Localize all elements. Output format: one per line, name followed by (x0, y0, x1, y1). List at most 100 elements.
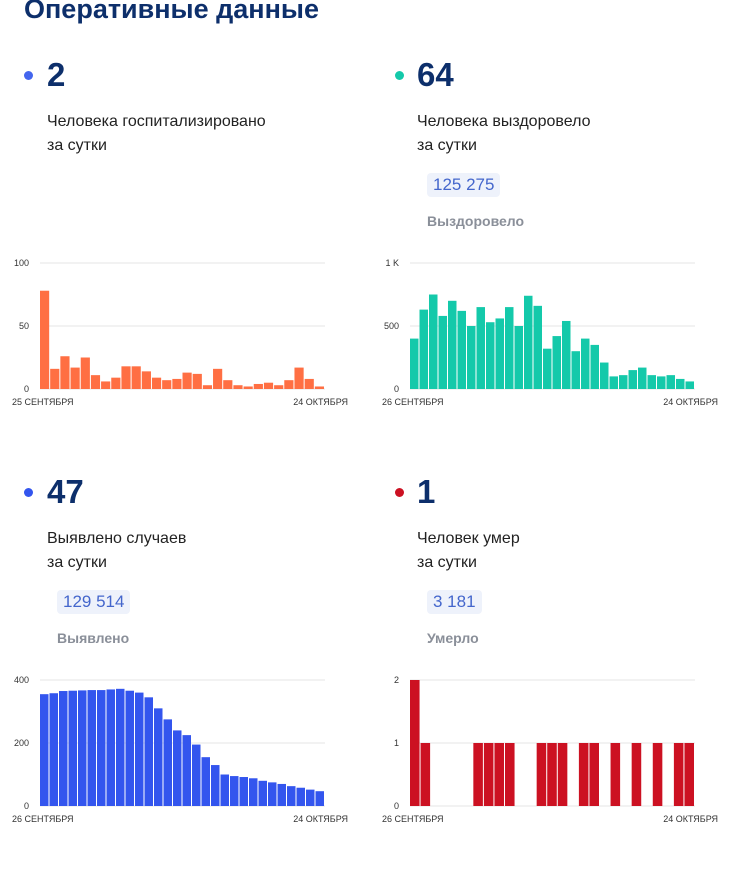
y-tick-label: 50 (19, 321, 29, 331)
bar (211, 765, 220, 806)
y-tick-label: 0 (394, 384, 399, 394)
bar (274, 385, 284, 389)
deaths-desc-line2: за сутки (417, 554, 477, 571)
bar (304, 378, 314, 389)
bar (314, 386, 324, 389)
cases-panel: 47 Выявлено случаев за сутки 129 514 Выя… (0, 472, 350, 872)
bar (410, 680, 420, 806)
bar (536, 743, 547, 806)
deaths-panel: 1 Человек умер за сутки 3 181 Умерло 0 1 2… (370, 472, 720, 872)
bar (258, 780, 267, 806)
bar (97, 690, 106, 806)
bar (220, 774, 229, 806)
bar (448, 300, 457, 389)
bar (230, 776, 239, 806)
bar (125, 690, 134, 806)
bar (60, 356, 70, 389)
cases-total-label: Выявлено (57, 630, 130, 646)
bar (533, 305, 542, 389)
bar (589, 743, 599, 806)
end-date-label: 24 ОКТЯБРЯ (663, 814, 718, 824)
bar (524, 295, 533, 389)
y-tick-label: 2 (394, 675, 399, 685)
bar (673, 743, 684, 806)
y-tick-label: 400 (14, 675, 29, 685)
bar (571, 351, 580, 389)
bar (223, 380, 233, 389)
bar (68, 690, 77, 806)
bar (514, 326, 523, 389)
hospitalized-panel: 2 Человека госпитализировано за сутки 0 5… (0, 55, 350, 455)
bar (486, 322, 495, 389)
bar (70, 367, 80, 389)
bar (78, 690, 87, 806)
bar (249, 778, 258, 806)
cases-dot-icon (24, 488, 33, 497)
y-tick-label: 0 (394, 801, 399, 811)
hospitalized-number: 2 (47, 56, 66, 93)
bar (429, 294, 438, 389)
bar (438, 315, 447, 389)
bar (141, 371, 151, 389)
bar (505, 307, 514, 389)
bar (253, 383, 263, 389)
bar (543, 348, 552, 389)
bar (192, 744, 201, 806)
bar (684, 743, 694, 806)
bar (182, 735, 191, 806)
bar (294, 367, 304, 389)
bar (151, 377, 162, 389)
bar (239, 777, 248, 806)
bar (666, 375, 675, 389)
bar (457, 310, 466, 389)
bar (467, 326, 476, 389)
bar (111, 377, 121, 389)
start-date-label: 26 СЕНТЯБРЯ (12, 814, 74, 824)
bar (162, 380, 172, 389)
bar (87, 690, 96, 806)
bar (163, 719, 172, 806)
bar (40, 290, 50, 389)
y-tick-label: 1 (394, 738, 399, 748)
bar (243, 386, 253, 389)
end-date-label: 24 ОКТЯБРЯ (663, 397, 718, 407)
recovered-dot-icon (395, 71, 404, 80)
bar (619, 375, 628, 389)
bar (296, 787, 305, 806)
deaths-chart: 0 1 2 26 СЕНТЯБРЯ 24 ОКТЯБРЯ (382, 675, 718, 824)
bar (420, 743, 431, 806)
bar (116, 688, 125, 806)
bar (638, 367, 647, 389)
y-tick-label: 1 K (385, 258, 399, 268)
bar (473, 743, 483, 806)
cases-total: 129 514 (57, 590, 131, 614)
recovered-total-label: Выздоровело (427, 213, 525, 229)
bar (172, 378, 182, 389)
bar (49, 693, 58, 806)
bar (40, 694, 49, 806)
bar (581, 338, 590, 389)
bar (306, 789, 315, 806)
hospitalized-desc-line1: Человека госпитализировано (47, 113, 266, 130)
bar (419, 309, 428, 389)
y-tick-label: 200 (14, 738, 29, 748)
hospitalized-desc-line2: за сутки (47, 137, 107, 154)
bar (154, 708, 163, 806)
deaths-desc-line1: Человек умер (417, 530, 520, 547)
bar (652, 743, 663, 806)
bar (59, 691, 68, 806)
bar (557, 743, 568, 806)
bar (263, 382, 274, 389)
bar (505, 743, 515, 806)
bar (610, 743, 621, 806)
y-tick-label: 100 (14, 258, 29, 268)
recovered-chart: 0 500 1 K 26 СЕНТЯБРЯ 24 ОКТЯБРЯ (382, 258, 718, 407)
page-title: Оперативные данные (24, 0, 319, 24)
bar (173, 730, 182, 806)
bar (657, 376, 666, 389)
bar (476, 307, 485, 389)
bar (144, 697, 153, 806)
end-date-label: 24 ОКТЯБРЯ (293, 397, 348, 407)
recovered-number: 64 (417, 56, 454, 93)
bar (50, 368, 60, 389)
